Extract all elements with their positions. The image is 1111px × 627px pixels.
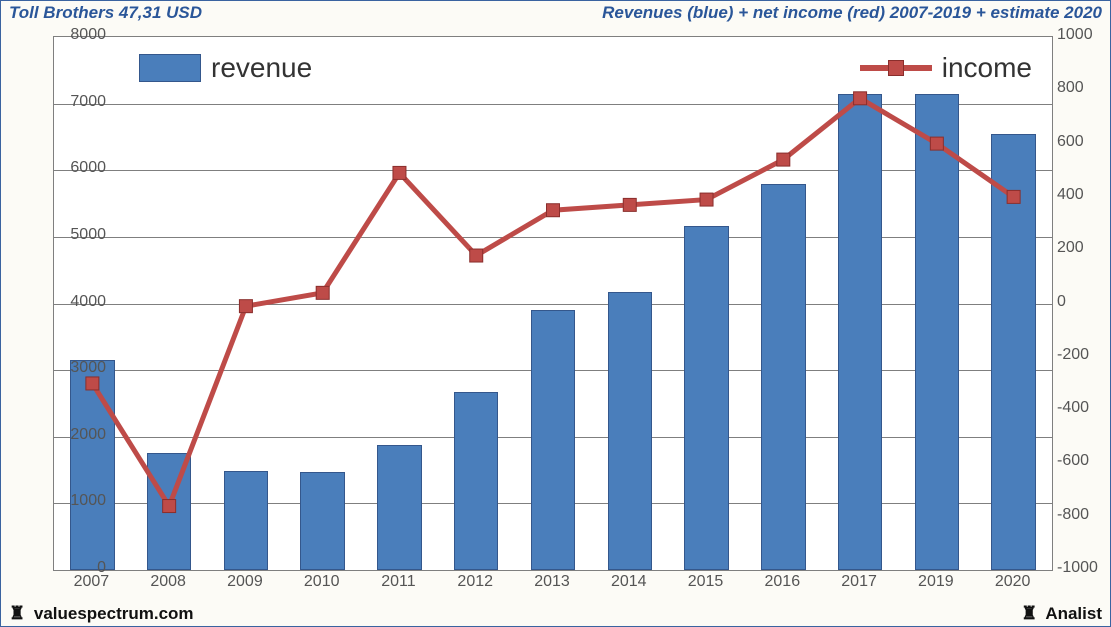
- y-right-tick-label: 800: [1057, 79, 1107, 97]
- y-right-tick-label: -800: [1057, 506, 1107, 524]
- x-tick-label: 2009: [227, 573, 263, 591]
- x-tick-label: 2012: [457, 573, 493, 591]
- income-marker: [239, 300, 252, 313]
- income-marker: [163, 500, 176, 513]
- y-left-tick-label: 5000: [58, 226, 106, 244]
- income-marker: [86, 377, 99, 390]
- y-right-tick-label: 400: [1057, 186, 1107, 204]
- y-left-tick-label: 8000: [58, 26, 106, 44]
- income-line: [92, 98, 1013, 506]
- footer-right: ♜ Analist: [1021, 604, 1102, 624]
- y-left-tick-label: 6000: [58, 159, 106, 177]
- y-right-tick-label: -200: [1057, 346, 1107, 364]
- x-tick-label: 2020: [995, 573, 1031, 591]
- x-tick-label: 2007: [74, 573, 110, 591]
- income-marker: [854, 92, 867, 105]
- x-tick-label: 2019: [918, 573, 954, 591]
- x-tick-label: 2011: [381, 573, 415, 591]
- y-left-tick-label: 4000: [58, 293, 106, 311]
- y-right-tick-label: 0: [1057, 293, 1107, 311]
- y-right-tick-label: 1000: [1057, 26, 1107, 44]
- income-marker: [547, 204, 560, 217]
- y-right-tick-label: 200: [1057, 239, 1107, 257]
- income-marker: [777, 153, 790, 166]
- x-tick-label: 2017: [841, 573, 877, 591]
- footer-right-label: Analist: [1045, 604, 1102, 623]
- income-marker: [316, 286, 329, 299]
- x-tick-label: 2010: [304, 573, 340, 591]
- income-marker: [930, 137, 943, 150]
- income-marker: [393, 166, 406, 179]
- y-right-tick-label: -600: [1057, 452, 1107, 470]
- title-left: Toll Brothers 47,31 USD: [9, 3, 202, 23]
- x-tick-label: 2016: [765, 573, 801, 591]
- income-marker: [1007, 190, 1020, 203]
- income-marker: [623, 198, 636, 211]
- y-left-tick-label: 3000: [58, 359, 106, 377]
- title-right: Revenues (blue) + net income (red) 2007-…: [602, 3, 1102, 23]
- income-marker: [470, 249, 483, 262]
- y-right-tick-label: 600: [1057, 133, 1107, 151]
- y-right-tick-label: -400: [1057, 399, 1107, 417]
- chart-frame: Toll Brothers 47,31 USD Revenues (blue) …: [0, 0, 1111, 627]
- chess-rook-icon: ♜: [1021, 603, 1037, 623]
- x-tick-label: 2014: [611, 573, 647, 591]
- x-tick-label: 2013: [534, 573, 570, 591]
- footer-left-label: valuespectrum.com: [34, 604, 194, 623]
- chart-footer: ♜ valuespectrum.com ♜ Analist: [1, 602, 1110, 626]
- chess-rook-icon: ♜: [9, 603, 25, 623]
- x-tick-label: 2015: [688, 573, 724, 591]
- income-marker: [700, 193, 713, 206]
- line-layer: [54, 37, 1052, 570]
- x-tick-label: 2008: [150, 573, 186, 591]
- y-right-tick-label: -1000: [1057, 559, 1107, 577]
- y-left-tick-label: 1000: [58, 492, 106, 510]
- plot-area: revenue income: [53, 36, 1053, 571]
- y-left-tick-label: 2000: [58, 426, 106, 444]
- y-left-tick-label: 7000: [58, 93, 106, 111]
- chart-header: Toll Brothers 47,31 USD Revenues (blue) …: [1, 1, 1110, 25]
- footer-left: ♜ valuespectrum.com: [9, 604, 194, 624]
